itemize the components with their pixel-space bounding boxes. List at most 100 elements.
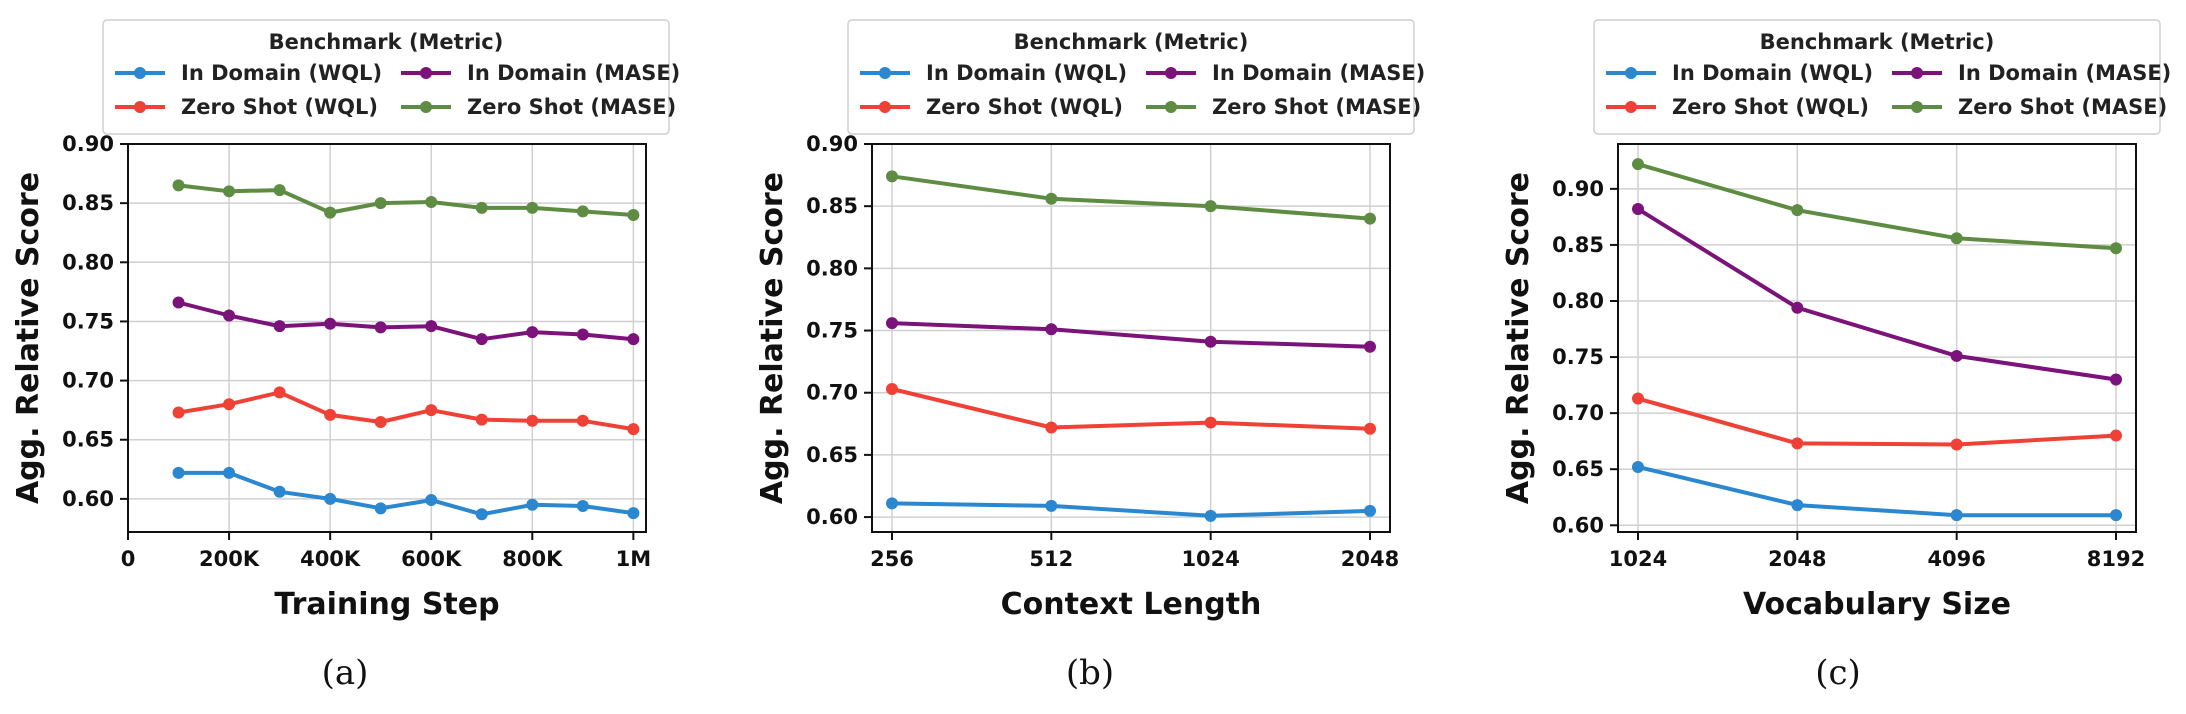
x-tick-label: 600K xyxy=(401,547,462,571)
legend-label: Zero Shot (MASE) xyxy=(1212,95,1421,119)
data-point xyxy=(475,201,488,214)
legend-swatch-marker xyxy=(420,101,432,113)
y-tick-label: 0.65 xyxy=(62,428,114,452)
data-point xyxy=(576,499,589,512)
x-tick-label: 800K xyxy=(502,547,563,571)
plot-frame xyxy=(127,143,647,533)
series-line xyxy=(176,390,636,432)
data-point xyxy=(172,296,185,309)
legend-item: Zero Shot (WQL) xyxy=(115,95,378,119)
legend-title: Benchmark (Metric) xyxy=(269,30,504,54)
chart-panel-2: 0.60 0.65 0.70 0.75 0.80 0.85 0.90 256 512 1024 20… xyxy=(755,19,1425,693)
legend-label: In Domain (WQL) xyxy=(926,61,1127,85)
data-point xyxy=(223,309,236,322)
series-line xyxy=(890,321,1372,349)
legend-item: Zero Shot (MASE) xyxy=(1892,95,2167,119)
data-point xyxy=(1950,232,1963,245)
data-point xyxy=(172,179,185,192)
legend-swatch-marker xyxy=(1911,101,1923,113)
series-in-domain-wql xyxy=(886,497,1376,522)
data-point xyxy=(1045,499,1058,512)
data-point xyxy=(374,502,387,515)
legend: Benchmark (Metric) In Domain (WQL) In Doma… xyxy=(102,19,680,135)
y-tick-label: 0.75 xyxy=(1552,345,1604,369)
data-point xyxy=(1364,422,1376,435)
series-in-domain-mase xyxy=(1632,203,2122,386)
series-line xyxy=(1636,396,2118,447)
series-line xyxy=(1636,207,2118,382)
series-line xyxy=(890,174,1372,221)
data-point xyxy=(576,414,589,427)
legend-swatch-marker xyxy=(1165,101,1177,113)
data-point xyxy=(1950,438,1963,451)
y-tick-label: 0.60 xyxy=(62,487,114,511)
data-point xyxy=(273,184,286,197)
data-point xyxy=(425,494,438,507)
data-point xyxy=(886,170,898,183)
series-in-domain-mase xyxy=(886,317,1376,353)
chart-panel-3: 0.60 0.65 0.70 0.75 0.80 0.85 0.90 1024 2048 4096… xyxy=(1501,19,2171,693)
legend-item: In Domain (MASE) xyxy=(1892,61,2171,85)
y-tick-label: 0.70 xyxy=(1552,401,1604,425)
data-point xyxy=(1204,509,1217,522)
data-point xyxy=(172,406,185,419)
legend-title: Benchmark (Metric) xyxy=(1014,30,1249,54)
data-point xyxy=(576,328,589,341)
data-point xyxy=(1045,421,1058,434)
data-point xyxy=(324,317,337,330)
data-point xyxy=(886,382,898,395)
panel-caption: (a) xyxy=(322,653,369,693)
y-tick-label: 0.75 xyxy=(62,309,114,333)
x-tick-label: 8192 xyxy=(2087,547,2145,571)
legend-box xyxy=(1593,19,2161,135)
y-axis-label: Agg. Relative Score xyxy=(755,172,790,504)
data-point xyxy=(425,404,438,417)
legend-swatch-marker xyxy=(1625,67,1637,79)
data-point xyxy=(1364,340,1376,353)
x-axis-label: Vocabulary Size xyxy=(1743,587,2011,622)
legend-swatch-marker xyxy=(1165,67,1177,79)
x-axis-label: Training Step xyxy=(274,587,499,622)
data-point xyxy=(1632,460,1644,473)
data-point xyxy=(627,333,640,346)
y-axis-label: Agg. Relative Score xyxy=(11,172,46,504)
legend-label: Zero Shot (WQL) xyxy=(926,95,1123,119)
data-point xyxy=(324,206,337,219)
y-tick-label: 0.90 xyxy=(806,132,858,156)
data-point xyxy=(2110,242,2122,255)
series-line xyxy=(1636,465,2118,518)
legend-swatch-marker xyxy=(134,101,146,113)
legend-swatch-marker xyxy=(879,67,891,79)
series-zero-shot-mase xyxy=(886,170,1376,225)
data-point xyxy=(324,408,337,421)
data-point xyxy=(324,492,337,505)
series-in-domain-mase xyxy=(172,296,640,346)
data-point xyxy=(223,466,236,479)
y-tick-label: 0.85 xyxy=(1552,233,1604,257)
data-point xyxy=(2110,373,2122,386)
legend-item: Zero Shot (WQL) xyxy=(860,95,1123,119)
data-point xyxy=(1204,335,1217,348)
y-tick-label: 0.80 xyxy=(1552,289,1604,313)
x-tick-label: 512 xyxy=(1029,547,1073,571)
y-tick-label: 0.80 xyxy=(62,250,114,274)
series-zero-shot-wql xyxy=(1632,392,2122,451)
data-point xyxy=(374,415,387,428)
x-tick-label: 0 xyxy=(121,547,136,571)
x-tick-label: 200K xyxy=(199,547,260,571)
y-tick-label: 0.65 xyxy=(806,443,858,467)
data-point xyxy=(425,195,438,208)
y-tick-label: 0.75 xyxy=(806,319,858,343)
legend-box xyxy=(102,19,670,135)
data-point xyxy=(172,466,185,479)
x-tick-label: 4096 xyxy=(1927,547,1985,571)
data-point xyxy=(223,398,236,411)
series-line xyxy=(176,470,636,517)
data-point xyxy=(475,413,488,426)
data-point xyxy=(526,201,539,214)
y-axis-label: Agg. Relative Score xyxy=(1501,172,1536,504)
data-point xyxy=(1632,158,1644,171)
y-tick-label: 0.70 xyxy=(62,369,114,393)
data-point xyxy=(1950,349,1963,362)
data-point xyxy=(374,197,387,210)
